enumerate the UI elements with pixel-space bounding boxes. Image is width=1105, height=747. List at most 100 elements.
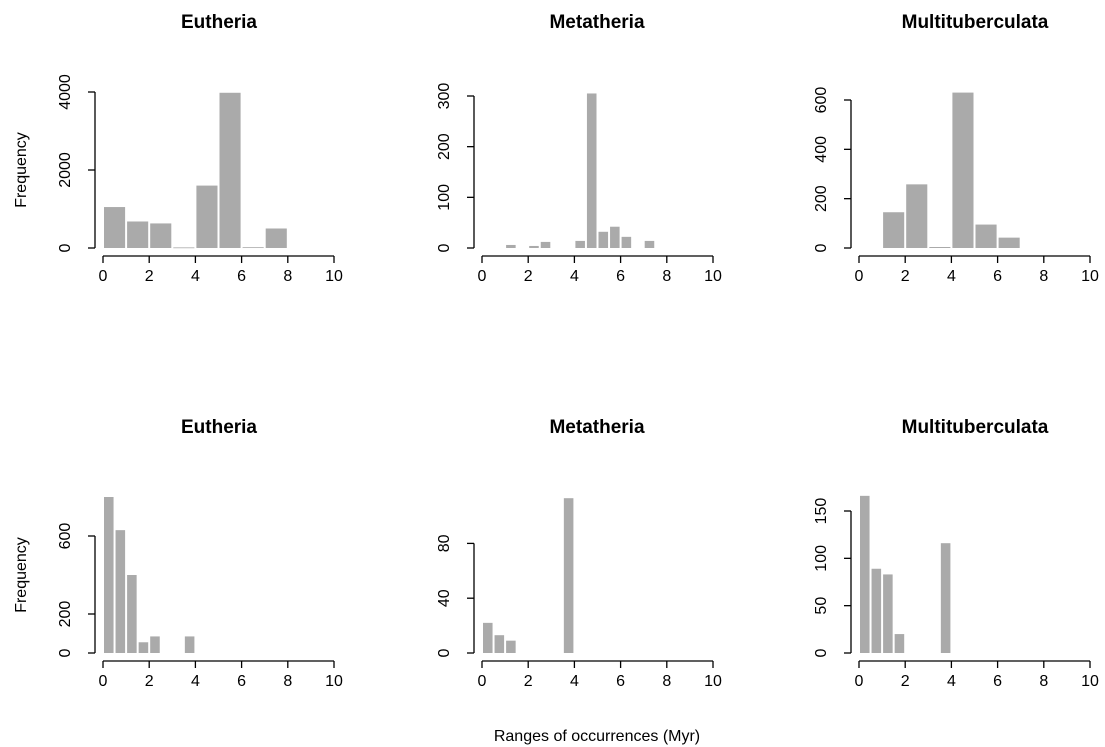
histogram-bar <box>115 530 126 653</box>
histogram-bar <box>219 92 241 248</box>
histogram-bar <box>138 642 149 653</box>
panel-title: Eutheria <box>181 417 257 438</box>
histogram-bar <box>104 497 114 653</box>
x-tick-label: 6 <box>237 673 246 690</box>
y-tick-label: 400 <box>813 136 830 163</box>
histogram-bar <box>494 635 505 653</box>
y-tick-label: 0 <box>813 243 830 252</box>
y-tick-label: 2000 <box>57 152 74 188</box>
histogram-bar <box>998 237 1020 248</box>
y-tick-label: 0 <box>57 648 74 657</box>
histogram-bar <box>644 240 655 248</box>
histogram-bar <box>940 543 951 653</box>
histogram-bar <box>610 226 620 248</box>
panel-title: Metatheria <box>549 12 644 33</box>
histogram-bar <box>563 498 574 653</box>
x-tick-label: 0 <box>99 673 108 690</box>
y-tick-label: 50 <box>813 597 830 615</box>
y-tick-label: 0 <box>813 648 830 657</box>
figure-xlabel: Ranges of occurrences (Myr) <box>494 728 700 745</box>
y-tick-label: 600 <box>57 523 74 550</box>
x-tick-label: 4 <box>570 268 579 285</box>
x-tick-label: 10 <box>325 673 343 690</box>
y-tick-label: 200 <box>436 133 453 160</box>
x-tick-label: 0 <box>478 673 487 690</box>
histogram-bar <box>242 247 264 249</box>
x-tick-label: 10 <box>704 673 722 690</box>
x-tick-label: 6 <box>616 268 625 285</box>
x-tick-label: 2 <box>524 268 533 285</box>
y-tick-label: 0 <box>57 243 74 252</box>
histogram-bar <box>150 636 160 653</box>
histogram-panel: Eutheria 0 2 4 6 8 10 0 200 600 Frequency <box>13 417 343 690</box>
y-tick-label: 100 <box>436 184 453 211</box>
histogram-bar <box>894 634 905 653</box>
histogram-bar <box>883 212 905 248</box>
y-tick-label: 0 <box>436 243 453 252</box>
histogram-bar <box>540 241 551 248</box>
x-tick-label: 2 <box>145 268 154 285</box>
histogram-bar <box>575 240 585 248</box>
histogram-bar <box>483 622 493 653</box>
x-tick-label: 8 <box>1039 268 1048 285</box>
x-tick-label: 2 <box>524 673 533 690</box>
y-tick-label: 600 <box>813 87 830 114</box>
histogram-panel: Metatheria 0 2 4 6 8 10 0 40 80 <box>436 417 722 690</box>
y-tick-label: 150 <box>813 498 830 525</box>
histogram-bar <box>621 236 632 248</box>
x-tick-label: 6 <box>237 268 246 285</box>
x-tick-label: 0 <box>99 268 108 285</box>
histogram-bar <box>506 244 516 248</box>
y-tick-label: 200 <box>57 601 74 628</box>
histogram-bar <box>184 636 195 653</box>
x-tick-label: 0 <box>478 268 487 285</box>
histogram-bar <box>906 184 928 248</box>
y-tick-label: 200 <box>813 185 830 212</box>
panel-title: Multituberculata <box>902 12 1049 33</box>
histogram-bar <box>586 93 597 248</box>
x-tick-label: 10 <box>704 268 722 285</box>
y-tick-label: 0 <box>436 648 453 657</box>
y-tick-label: 80 <box>436 534 453 552</box>
x-tick-label: 4 <box>947 673 956 690</box>
x-tick-label: 8 <box>662 673 671 690</box>
histogram-bar <box>929 247 951 248</box>
histogram-bar <box>265 228 287 248</box>
x-tick-label: 4 <box>947 268 956 285</box>
x-tick-label: 6 <box>993 268 1002 285</box>
x-tick-label: 0 <box>855 268 864 285</box>
histogram-panel: Eutheria 0 2 4 6 8 10 0 2000 4000 Frequency <box>13 12 343 285</box>
x-tick-label: 2 <box>901 268 910 285</box>
x-tick-label: 10 <box>1081 268 1099 285</box>
y-tick-label: 4000 <box>57 74 74 110</box>
x-tick-label: 6 <box>993 673 1002 690</box>
histogram-bar <box>506 640 516 653</box>
x-tick-label: 4 <box>570 673 579 690</box>
x-tick-label: 8 <box>283 673 292 690</box>
x-tick-label: 2 <box>901 673 910 690</box>
histogram-bar <box>104 207 126 248</box>
panel-title: Multituberculata <box>902 417 1049 438</box>
histogram-panel: Multituberculata 0 2 4 6 8 10 0 200 400 600 <box>813 12 1099 285</box>
y-tick-label: 300 <box>436 83 453 110</box>
histogram-bar <box>127 575 137 653</box>
histogram-bar <box>173 247 195 249</box>
panel-title: Eutheria <box>181 12 257 33</box>
x-tick-label: 4 <box>191 673 200 690</box>
y-axis-label: Frequency <box>13 132 30 208</box>
x-tick-label: 4 <box>191 268 200 285</box>
histogram-bar <box>871 568 882 653</box>
x-tick-label: 2 <box>145 673 154 690</box>
x-tick-label: 0 <box>855 673 864 690</box>
x-tick-label: 8 <box>662 268 671 285</box>
x-tick-label: 8 <box>283 268 292 285</box>
histogram-bar <box>196 185 218 248</box>
histogram-bar <box>150 223 172 248</box>
x-tick-label: 10 <box>325 268 343 285</box>
panel-title: Metatheria <box>549 417 644 438</box>
y-axis-label: Frequency <box>13 537 30 613</box>
